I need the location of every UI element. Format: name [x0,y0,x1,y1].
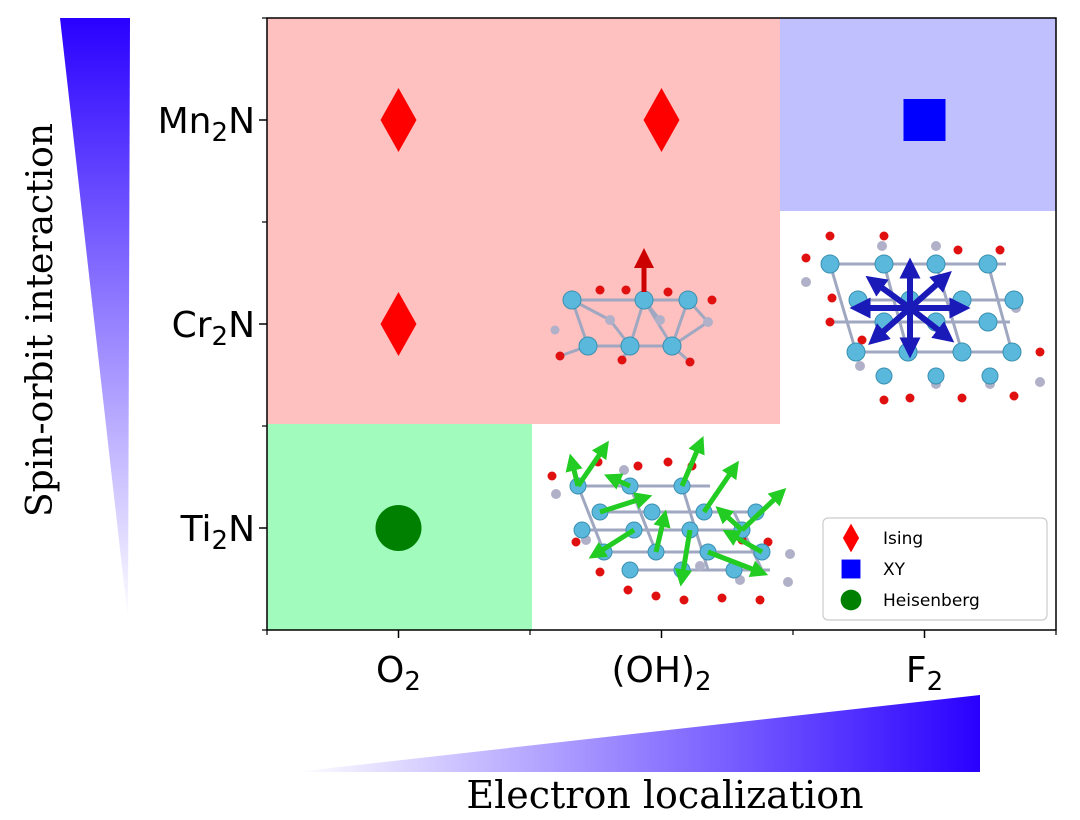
legend: Ising XY Heisenberg [822,517,1048,621]
data-markers [375,88,946,551]
axis-ticks [259,17,1057,638]
x-tick-label-0: O2 [376,650,421,697]
electron-localization-gradient-wedge [295,695,980,772]
ising-marker-0 [380,88,417,152]
ising-region [267,18,780,424]
legend-label-heisenberg: Heisenberg [883,591,980,611]
heisenberg-marker-0 [375,505,422,551]
legend-box [822,517,1048,621]
ising-marker-1 [643,88,680,152]
ising-marker-2 [380,292,417,356]
legend-label-xy: XY [883,560,906,580]
legend-label-ising: Ising [883,529,923,549]
x-axis-title: Electron localization [466,773,863,817]
legend-marker-ising [842,523,860,553]
x-tick-label-2: F2 [906,650,943,697]
xy-structure-inset [801,231,1045,405]
legend-marker-heisenberg [840,589,862,611]
x-tick-label-1: (OH)2 [611,650,711,697]
y-tick-label-0: Ti2N [180,509,255,556]
spin-orbit-gradient-wedge [60,18,130,620]
x-tick-labels: O2 (OH)2 F2 [376,650,943,697]
ising-structure-inset [550,248,717,367]
y-tick-label-1: Cr2N [172,305,255,352]
xy-marker-0 [903,99,946,141]
legend-marker-xy [841,559,861,579]
y-tick-labels: Ti2N Cr2N Mn2N [158,101,255,556]
heisenberg-structure-inset [547,435,795,605]
y-axis-title: Spin-orbit interaction [20,123,61,517]
y-tick-label-2: Mn2N [158,101,255,148]
